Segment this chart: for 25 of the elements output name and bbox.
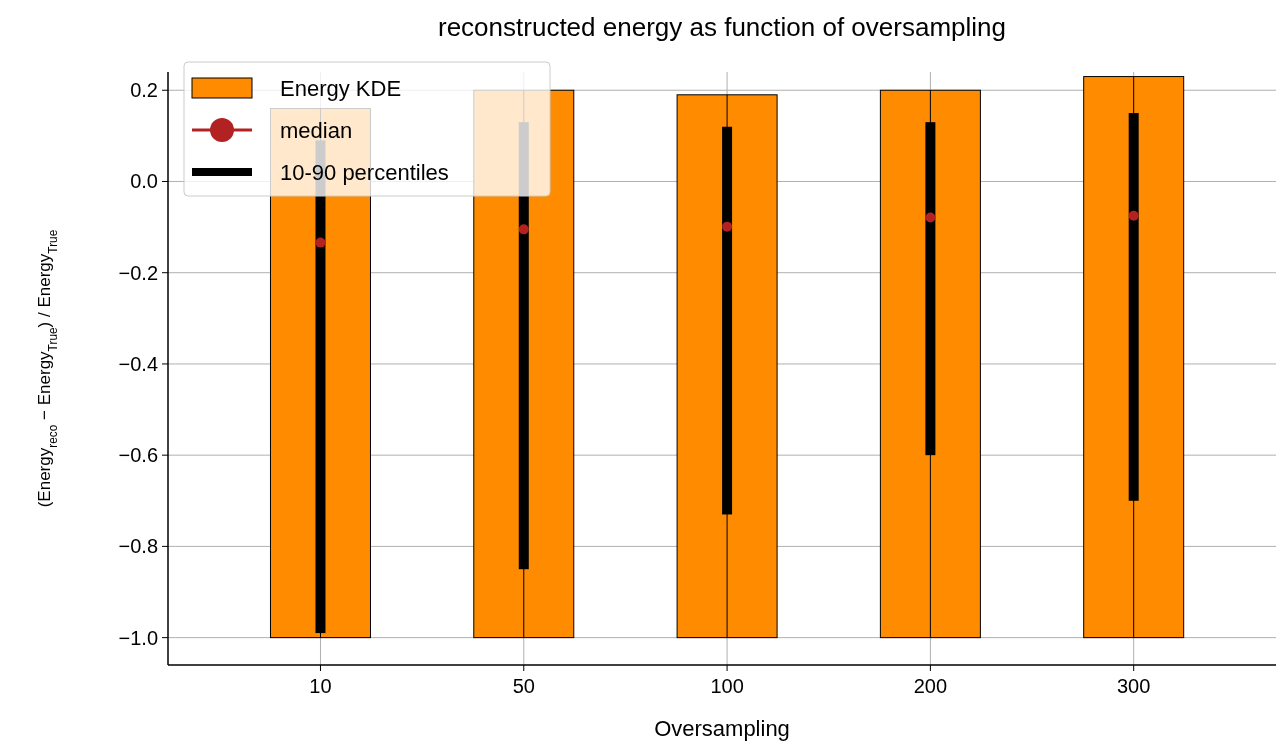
- x-axis-title: Oversampling: [654, 716, 790, 741]
- legend-label: Energy KDE: [280, 75, 402, 101]
- point: [1128, 210, 1139, 221]
- point: [925, 212, 936, 223]
- point: [315, 237, 326, 248]
- chart-title: reconstructed energy as function of oversampling: [438, 12, 1006, 42]
- legend-label: median: [280, 117, 353, 143]
- y-tick-label: −0.8: [118, 535, 158, 558]
- point: [722, 221, 733, 232]
- bar: [676, 94, 778, 639]
- x-tick-label: 200: [913, 675, 948, 697]
- bar: [1083, 76, 1185, 639]
- x-tick-label: 100: [710, 675, 744, 697]
- legend-label: 10-90 percentiles: [280, 159, 449, 185]
- y-tick-label: 0.2: [130, 79, 158, 102]
- point: [518, 224, 529, 235]
- y-tick-label: −0.4: [118, 352, 158, 375]
- y-tick-label: 0.0: [130, 170, 158, 193]
- y-tick-label: −0.6: [118, 444, 158, 467]
- x-tick-label: 50: [512, 675, 535, 697]
- bar: [879, 89, 981, 639]
- y-tick-label: −0.2: [118, 261, 158, 284]
- x-tick-label: 10: [309, 675, 332, 697]
- y-tick-label: −1.0: [118, 626, 158, 649]
- x-tick-label: 300: [1117, 675, 1151, 697]
